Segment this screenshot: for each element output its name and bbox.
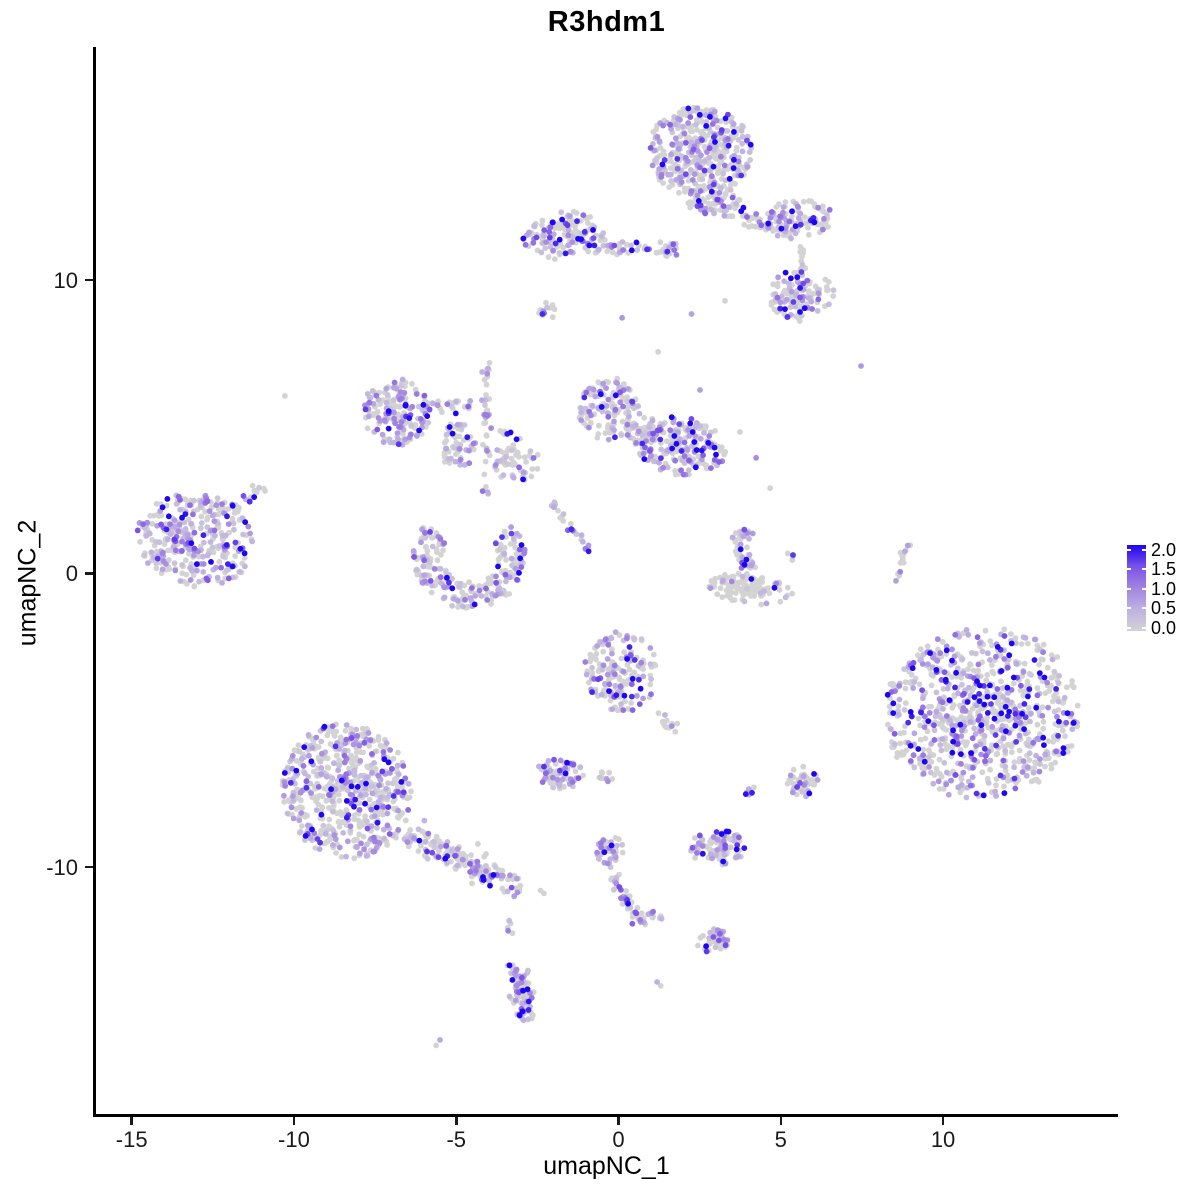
legend-tick-mark — [1142, 587, 1146, 590]
legend-tick-label: 0.0 — [1151, 617, 1177, 638]
x-tick-label: 5 — [774, 1127, 787, 1152]
x-tick-label: 10 — [930, 1127, 956, 1152]
y-tick-mark — [85, 278, 93, 282]
y-axis-label: umapNC_2 — [13, 519, 42, 647]
x-tick-label: -5 — [446, 1127, 466, 1152]
x-tick-mark — [292, 1117, 296, 1125]
y-tick-label: 0 — [65, 561, 78, 587]
y-tick-label: 10 — [53, 267, 78, 293]
y-tick-mark — [85, 865, 93, 869]
legend-tick-mark — [1142, 607, 1146, 610]
legend-gradient-bar — [1127, 545, 1146, 631]
x-tick-mark — [779, 1117, 783, 1125]
x-tick-mark — [455, 1117, 458, 1125]
x-axis-line — [93, 1114, 1118, 1117]
legend-tick-mark — [1127, 568, 1131, 571]
x-axis-label: umapNC_1 — [543, 1152, 670, 1180]
x-tick-label: 0 — [612, 1127, 625, 1152]
legend-tick-mark — [1142, 549, 1146, 551]
legend-tick-mark — [1127, 626, 1131, 629]
x-tick-label: -10 — [278, 1127, 310, 1152]
y-tick-label: -10 — [46, 854, 78, 880]
x-tick-label: -15 — [115, 1127, 148, 1152]
legend-tick-mark — [1142, 626, 1146, 629]
legend-tick-label: 1.0 — [1151, 578, 1177, 599]
legend-tick-mark — [1127, 549, 1131, 551]
legend-tick-mark — [1127, 587, 1131, 590]
x-tick-mark — [941, 1117, 945, 1125]
x-tick-mark — [617, 1117, 620, 1125]
legend-tick-label: 0.5 — [1151, 598, 1177, 619]
x-tick-mark — [130, 1117, 133, 1125]
legend-tick-mark — [1142, 568, 1146, 571]
plot-title: R3hdm1 — [547, 6, 666, 38]
legend-tick-mark — [1127, 607, 1131, 610]
legend-tick-label: 2.0 — [1151, 540, 1177, 560]
y-axis-line — [93, 47, 96, 1117]
legend-tick-label: 1.5 — [1151, 559, 1177, 580]
y-tick-mark — [85, 572, 93, 575]
